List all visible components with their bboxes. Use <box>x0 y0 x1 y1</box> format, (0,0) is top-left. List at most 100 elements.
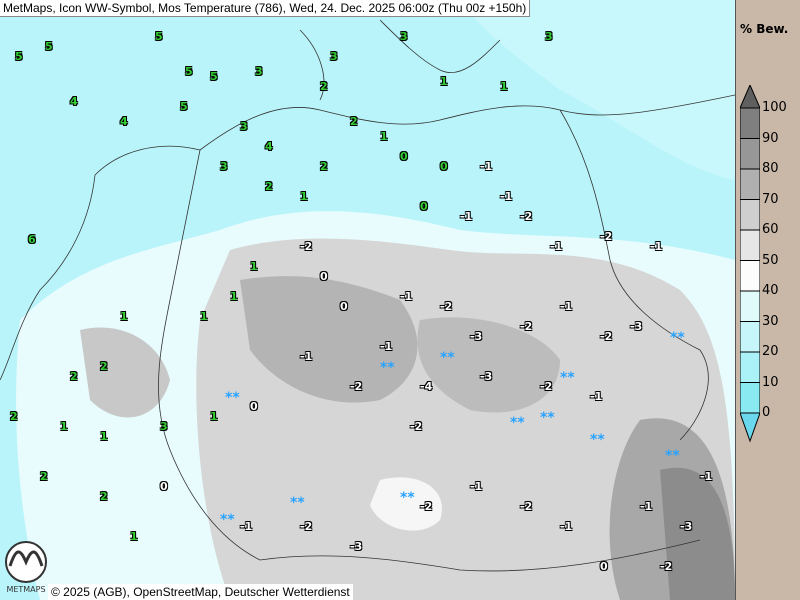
station-temperature: 3 <box>330 50 338 63</box>
map-title: MetMaps, Icon WW-Symbol, Mos Temperature… <box>0 0 531 17</box>
station-temperature: -1 <box>650 240 663 253</box>
legend-tick: 0 <box>762 405 771 420</box>
station-temperature: 5 <box>210 70 218 83</box>
weather-map[interactable]: 5 5 5 4 3 3 3 2 1 1 3 4 3 5 6 5 5 4 3 2 1 2 2 1 0 0 -1 -1 0 -1 -2 -1 -2-… <box>0 0 735 600</box>
snow-symbol-icon: ** <box>560 370 575 386</box>
station-temperature: 5 <box>15 50 23 63</box>
legend-tick: 50 <box>762 252 779 268</box>
legend-over-arrow <box>740 85 760 109</box>
station-temperature: -2 <box>520 500 533 513</box>
legend-bin <box>740 351 760 383</box>
legend-tick: 30 <box>762 313 779 329</box>
station-temperature: -2 <box>350 380 363 393</box>
station-temperature: 2 <box>320 160 328 173</box>
cloud-cover-layer <box>0 0 735 600</box>
legend-tick: 100 <box>762 100 787 115</box>
station-temperature: 1 <box>300 190 308 203</box>
legend-bin <box>740 138 760 170</box>
station-temperature: 6 <box>28 233 36 246</box>
station-temperature: 1 <box>60 420 68 433</box>
legend-tick: 40 <box>762 283 779 298</box>
station-temperature: 0 <box>600 560 608 573</box>
station-temperature: 4 <box>120 115 128 128</box>
station-temperature: -2 <box>520 320 533 333</box>
station-temperature: 2 <box>100 360 108 373</box>
station-temperature: 0 <box>160 480 168 493</box>
station-temperature: 1 <box>210 410 218 423</box>
legend-bin <box>740 382 760 414</box>
station-temperature: 3 <box>400 30 408 43</box>
station-temperature: 5 <box>185 65 193 78</box>
legend-tick: 10 <box>762 374 779 390</box>
station-temperature: -2 <box>300 240 313 253</box>
station-temperature: -2 <box>540 380 553 393</box>
station-temperature: 3 <box>220 160 228 173</box>
snow-symbol-icon: ** <box>225 390 240 406</box>
station-temperature: -1 <box>560 300 573 313</box>
station-temperature: -2 <box>660 560 673 573</box>
station-temperature: -2 <box>600 230 613 243</box>
legend-tick: 20 <box>762 344 779 359</box>
station-temperature: -2 <box>440 300 453 313</box>
station-temperature: 3 <box>545 30 553 43</box>
station-temperature: 0 <box>420 200 428 213</box>
legend-colorbar <box>740 85 760 443</box>
station-temperature: 0 <box>440 160 448 173</box>
legend-bin <box>740 290 760 322</box>
station-temperature: -3 <box>350 540 363 553</box>
station-temperature: 0 <box>320 270 328 283</box>
station-temperature: 1 <box>120 310 128 323</box>
snow-symbol-icon: ** <box>290 495 305 511</box>
station-temperature: -3 <box>680 520 693 533</box>
station-temperature: 2 <box>320 80 328 93</box>
station-temperature: -1 <box>590 390 603 403</box>
station-temperature: 4 <box>70 95 78 108</box>
station-temperature: -2 <box>300 520 313 533</box>
station-temperature: 2 <box>100 490 108 503</box>
legend-tick: 90 <box>762 130 779 146</box>
station-temperature: -1 <box>460 210 473 223</box>
station-temperature: 1 <box>230 290 238 303</box>
legend-title: % Bew. <box>740 22 789 36</box>
legend-bin <box>740 321 760 353</box>
station-temperature: -1 <box>640 500 653 513</box>
station-temperature: 3 <box>160 420 168 433</box>
station-temperature: 3 <box>240 120 248 133</box>
snow-symbol-icon: ** <box>380 360 395 376</box>
station-temperature: -1 <box>700 470 713 483</box>
station-temperature: -2 <box>520 210 533 223</box>
station-temperature: 1 <box>500 80 508 93</box>
station-temperature: 1 <box>440 75 448 88</box>
legend-tick: 70 <box>762 191 779 207</box>
station-temperature: 1 <box>130 530 138 543</box>
legend-bin <box>740 229 760 261</box>
station-temperature: 5 <box>45 40 53 53</box>
station-temperature: -1 <box>480 160 493 173</box>
snow-symbol-icon: ** <box>220 512 235 528</box>
station-temperature: -2 <box>600 330 613 343</box>
snow-symbol-icon: ** <box>670 330 685 346</box>
station-temperature: -3 <box>480 370 493 383</box>
svg-text:METMAPS: METMAPS <box>6 585 45 594</box>
legend-bin <box>740 107 760 139</box>
station-temperature: 1 <box>200 310 208 323</box>
snow-symbol-icon: ** <box>440 350 455 366</box>
station-temperature: -1 <box>240 520 253 533</box>
station-temperature: -1 <box>500 190 513 203</box>
legend-bin <box>740 199 760 231</box>
station-temperature: -2 <box>410 420 423 433</box>
legend-bin <box>740 260 760 292</box>
station-temperature: -3 <box>630 320 643 333</box>
station-temperature: 1 <box>380 130 388 143</box>
station-temperature: 5 <box>180 100 188 113</box>
snow-symbol-icon: ** <box>400 490 415 506</box>
legend-bin <box>740 168 760 200</box>
station-temperature: -1 <box>300 350 313 363</box>
station-temperature: 5 <box>155 30 163 43</box>
snow-symbol-icon: ** <box>510 415 525 431</box>
station-temperature: 2 <box>265 180 273 193</box>
station-temperature: -1 <box>380 340 393 353</box>
legend-tick: 60 <box>762 222 779 237</box>
station-temperature: 2 <box>350 115 358 128</box>
station-temperature: 1 <box>250 260 258 273</box>
